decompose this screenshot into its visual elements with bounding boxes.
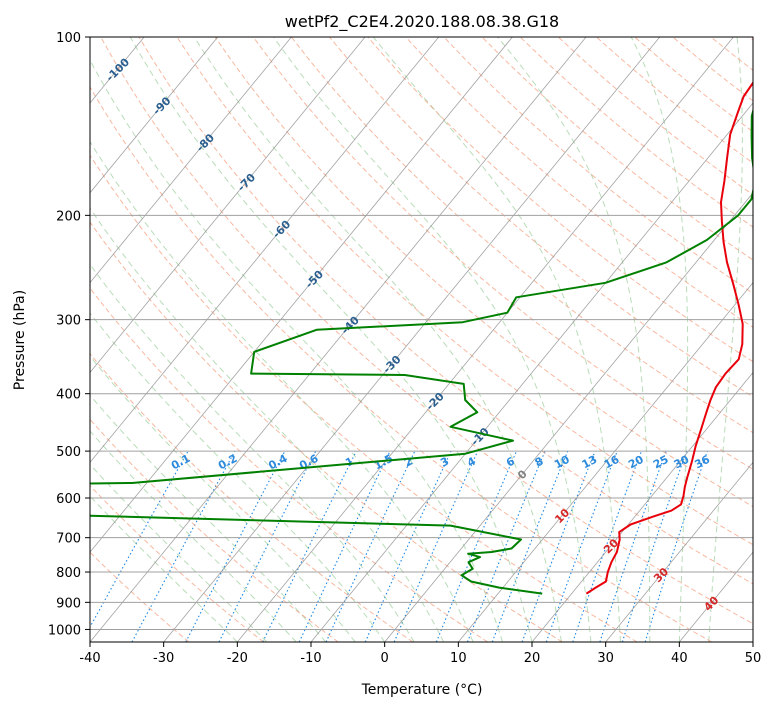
moist-adiabat-line [90, 140, 474, 642]
x-axis-ticks: -40 -30 -20 -10 0 10 20 30 40 50 [79, 642, 761, 666]
dry-adiabat-line [90, 221, 563, 642]
y-axis-label: Pressure (hPa) [12, 290, 28, 390]
mixing-ratio-label: 25 [651, 453, 671, 472]
y-tick-label: 200 [56, 209, 81, 224]
x-tick-label: 30 [597, 651, 614, 666]
isotherm-line [310, 102, 753, 642]
mixing-ratio-line [218, 450, 317, 642]
x-tick-label: 0 [381, 651, 389, 666]
moist-adiabat-line [90, 263, 415, 642]
mixing-ratio-line [545, 450, 618, 642]
x-axis-label: Temperature (°C) [361, 682, 483, 698]
isotherm-line [90, 37, 440, 463]
x-tick-label: 40 [671, 651, 688, 666]
mixing-ratio-label: 36 [692, 453, 712, 472]
mixing-ratio-line [90, 450, 189, 629]
y-axis-ticks: 100 200 300 400 500 600 700 800 900 1000 [48, 31, 90, 638]
x-tick-label: -20 [227, 651, 248, 666]
mixing-ratio-line [466, 450, 546, 642]
y-tick-label: 1000 [48, 623, 81, 638]
mixing-ratio-label: 13 [580, 453, 600, 472]
isotherm-line [384, 192, 753, 642]
isotherm-line [90, 37, 292, 284]
mixing-ratio-line [644, 450, 708, 642]
x-tick-label: 50 [745, 651, 762, 666]
mixing-ratio-line [131, 450, 236, 642]
mixing-ratio-line [521, 450, 596, 642]
isotherm-grid [90, 37, 753, 642]
mixing-ratio-line [364, 450, 452, 642]
moist-adiabat-line [90, 495, 238, 642]
moist-adiabat-line [90, 207, 445, 642]
isotherm-line [163, 37, 661, 642]
isotherm-line [90, 37, 366, 374]
moist-adiabat-line [90, 355, 356, 642]
moist-adiabat-line [372, 37, 621, 642]
dry-adiabat-line [443, 37, 753, 294]
mixing-ratio-labels: 0.1 0.2 0.4 0.6 1 1.5 2 3 4 6 8 10 13 16 20 25 30 36 [169, 452, 712, 473]
dry-adiabat-line [291, 37, 753, 434]
isotherm-line [237, 37, 734, 642]
isotherm-line [90, 37, 219, 194]
dry-adiabat-line [138, 37, 753, 585]
dry-adiabat-line [90, 484, 264, 642]
mixing-ratio-label: 30 [672, 453, 692, 472]
x-tick-label: 10 [450, 651, 467, 666]
x-tick-label: 20 [524, 651, 541, 666]
moist-adiabat-line [129, 37, 533, 642]
dry-adiabat-line [329, 37, 753, 398]
dry-adiabat-line [176, 37, 753, 546]
dry-adiabat-line [90, 287, 488, 642]
isotherm-line [458, 282, 753, 642]
mixing-ratio-line [393, 450, 479, 642]
isotherm-line [531, 371, 753, 642]
y-tick-label: 800 [56, 566, 81, 581]
dry-adiabat-line [405, 37, 753, 328]
mixing-ratio-line [491, 450, 569, 642]
y-tick-label: 100 [56, 31, 81, 46]
y-tick-label: 600 [56, 492, 81, 507]
moist-adiabat-line [90, 59, 503, 642]
moist-adiabat-line [273, 37, 592, 642]
dry-adiabat-line [100, 37, 753, 625]
isotherm-line [605, 461, 753, 642]
isotherm-line [90, 37, 587, 642]
mixing-ratio-line [621, 450, 688, 642]
plot-frame [89, 36, 754, 643]
y-tick-label: 500 [56, 445, 81, 460]
moist-adiabat-line [193, 37, 562, 642]
temperature-profile-line [585, 81, 753, 595]
mixing-ratio-line [262, 450, 357, 642]
mixing-ratio-line [599, 450, 667, 642]
mixing-ratio-label: 10 [552, 453, 572, 472]
dry-adiabat-line [90, 551, 190, 642]
mixing-ratio-line [572, 450, 643, 642]
isobar-grid [90, 37, 753, 630]
chart-title: wetPf2_C2E4.2020.188.08.38.G18 [285, 12, 559, 32]
x-tick-label: -10 [300, 651, 321, 666]
dry-adiabat-line [214, 37, 753, 508]
y-tick-label: 700 [56, 532, 81, 547]
y-tick-label: 300 [56, 314, 81, 329]
y-tick-label: 400 [56, 388, 81, 403]
x-tick-label: -30 [153, 651, 174, 666]
y-tick-label: 900 [56, 596, 81, 611]
mixing-ratio-label: 16 [602, 453, 622, 472]
dewpoint-profile-line [90, 107, 753, 595]
dry-adiabat-line [90, 418, 339, 642]
moist-adiabat-line [497, 37, 651, 642]
dry-adiabat-line [90, 86, 712, 642]
dry-adiabat-line [90, 154, 638, 642]
x-tick-label: -40 [79, 651, 100, 666]
profiles [90, 81, 753, 595]
mixing-ratio-label: 20 [626, 453, 646, 472]
isotherm-line [90, 37, 513, 553]
plot-area: -100-90-80-70-60-50-40-30-20-10010203040… [90, 37, 753, 642]
